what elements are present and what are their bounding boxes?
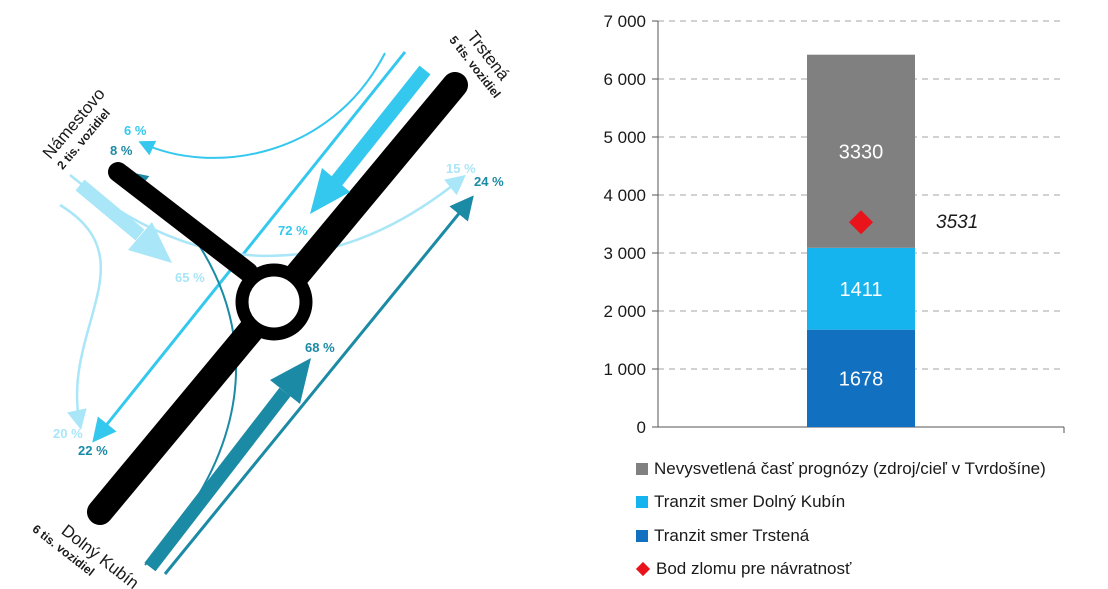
city-south: Dolný Kubín 6 tis. vozidiel bbox=[30, 521, 143, 589]
legend-swatch-cyan bbox=[636, 496, 648, 509]
y-tick-label: 4 000 bbox=[603, 186, 646, 205]
arrow-68 bbox=[144, 358, 311, 572]
y-tick-label: 1 000 bbox=[603, 360, 646, 379]
legend-item-unexplained: Nevysvetlená časť prognózy (zdroj/cieľ v… bbox=[636, 452, 1046, 486]
arrow-72 bbox=[310, 65, 431, 214]
y-tick-label: 2 000 bbox=[603, 302, 646, 321]
arrow-65 bbox=[75, 179, 172, 263]
chart-legend: Nevysvetlená časť prognózy (zdroj/cieľ v… bbox=[635, 452, 1046, 587]
pct-24: 24 % bbox=[474, 174, 504, 189]
legend-diamond-icon bbox=[635, 562, 651, 577]
flow-line-ktrstena bbox=[163, 195, 474, 575]
breakeven-marker bbox=[849, 210, 873, 235]
y-tick-label: 7 000 bbox=[603, 12, 646, 31]
pct-65: 65 % bbox=[175, 270, 205, 285]
traffic-flow-diagram: Trstená 5 tis. vozidiel Námestovo 2 tis.… bbox=[30, 27, 514, 589]
breakeven-label: 3531 bbox=[936, 212, 978, 233]
y-tick-label: 5 000 bbox=[603, 128, 646, 147]
legend-item-trstena: Tranzit smer Trstená bbox=[636, 519, 1046, 553]
y-tick-label: 6 000 bbox=[603, 70, 646, 89]
legend-label-kubin: Tranzit smer Dolný Kubín bbox=[654, 492, 846, 512]
legend-label-breakeven: Bod zlomu pre návratnosť bbox=[656, 559, 852, 579]
y-tick-label: 3 000 bbox=[603, 244, 646, 263]
bar-value-label-2: 3330 bbox=[839, 141, 884, 163]
legend-swatch-gray bbox=[636, 462, 648, 475]
y-tick-label: 0 bbox=[637, 418, 646, 437]
pct-8: 8 % bbox=[110, 143, 133, 158]
flow-line-nkubin bbox=[92, 51, 407, 443]
legend-item-kubin: Tranzit smer Dolný Kubín bbox=[636, 486, 1046, 520]
pct-20: 20 % bbox=[53, 426, 83, 441]
bar-value-label-1: 1411 bbox=[839, 279, 882, 301]
legend-label-unexplained: Nevysvetlená časť prognózy (zdroj/cieľ v… bbox=[654, 458, 1046, 478]
legend-swatch-blue bbox=[636, 529, 648, 542]
pct-22: 22 % bbox=[78, 443, 108, 458]
pct-68: 68 % bbox=[305, 340, 335, 355]
bar-value-label-0: 1678 bbox=[839, 368, 884, 390]
bar-segment-0 bbox=[807, 329, 915, 427]
stacked-bar-chart: 0 1 000 2 000 3 000 4 000 5 000 6 000 7 000 1678… bbox=[603, 12, 1065, 437]
legend-item-breakeven: Bod zlomu pre návratnosť bbox=[635, 553, 1046, 587]
pct-15: 15 % bbox=[446, 161, 476, 176]
pct-6: 6 % bbox=[124, 123, 147, 138]
road-west bbox=[108, 162, 258, 282]
flow-line-north-west bbox=[138, 52, 386, 159]
legend-label-trstena: Tranzit smer Trstená bbox=[654, 525, 810, 545]
flow-line-west-south bbox=[59, 203, 102, 430]
roundabout bbox=[235, 263, 313, 341]
bar-segment-1 bbox=[807, 247, 915, 330]
pct-72: 72 % bbox=[278, 223, 308, 238]
